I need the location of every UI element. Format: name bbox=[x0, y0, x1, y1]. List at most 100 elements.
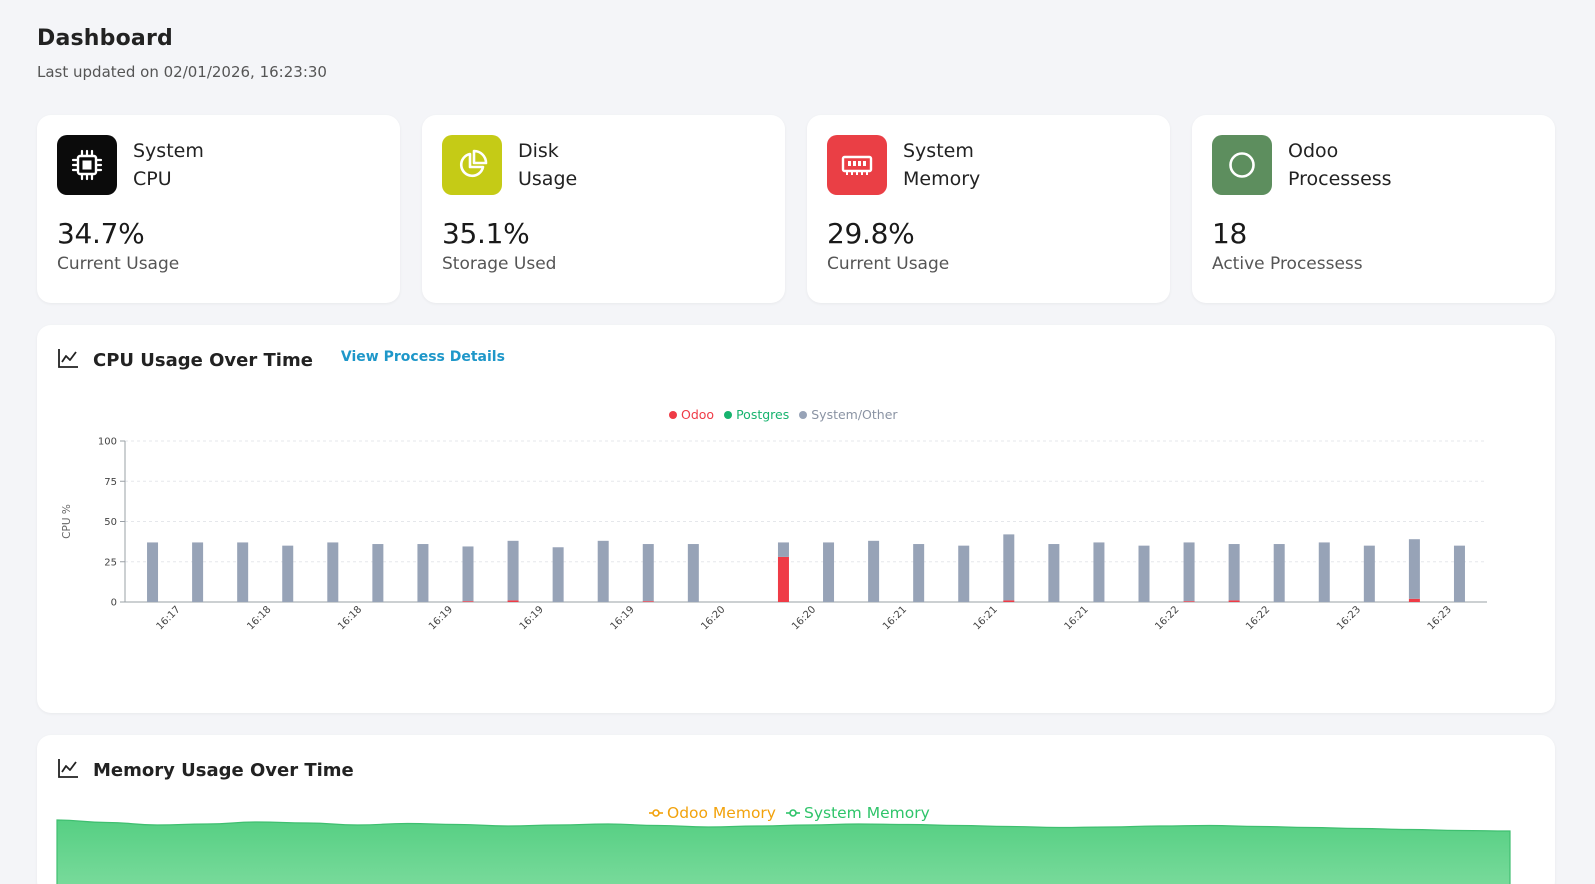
x-tick-label: 16:21 bbox=[972, 604, 1000, 632]
cpu-bar-system-other[interactable] bbox=[1453, 545, 1465, 602]
card-title-line1: System bbox=[903, 140, 974, 162]
y-tick-label: 75 bbox=[104, 477, 117, 488]
cpu-bar-system-other[interactable] bbox=[1408, 539, 1420, 599]
cpu-bar-system-other[interactable] bbox=[913, 544, 925, 602]
x-tick-label: 16:19 bbox=[609, 604, 637, 632]
cpu-bar-system-other[interactable] bbox=[1003, 534, 1015, 601]
cpu-bar-system-other[interactable] bbox=[823, 542, 835, 602]
x-tick-label: 16:18 bbox=[336, 604, 364, 632]
legend-item-system-memory[interactable]: System Memory bbox=[785, 804, 930, 822]
card-subtitle: Current Usage bbox=[827, 254, 950, 274]
cpu-bar-system-other[interactable] bbox=[1048, 544, 1060, 602]
card-title-line1: Disk bbox=[518, 140, 559, 162]
card-title: System Memory bbox=[903, 137, 980, 193]
last-updated-text: Last updated on 02/01/2026, 16:23:30 bbox=[37, 63, 327, 81]
y-tick-label: 0 bbox=[111, 598, 117, 609]
x-tick-label: 16:21 bbox=[1063, 604, 1091, 632]
cpu-bar-system-other[interactable] bbox=[777, 542, 789, 557]
legend-item-postgres[interactable]: Postgres bbox=[724, 407, 789, 422]
cpu-bar-system-other[interactable] bbox=[1363, 545, 1375, 602]
cpu-bar-odoo[interactable] bbox=[1183, 601, 1195, 602]
cpu-bar-system-other[interactable] bbox=[1273, 544, 1285, 602]
cpu-bar-system-other[interactable] bbox=[1138, 545, 1150, 602]
x-tick-label: 16:22 bbox=[1153, 604, 1181, 632]
cpu-bar-system-other[interactable] bbox=[417, 544, 429, 602]
card-title-line2: CPU bbox=[133, 168, 172, 190]
card-title-line2: Memory bbox=[903, 168, 981, 190]
cpu-bar-system-other[interactable] bbox=[237, 542, 249, 602]
x-tick-label: 16:23 bbox=[1335, 604, 1363, 632]
card-subtitle: Storage Used bbox=[442, 254, 557, 274]
card-title: System CPU bbox=[133, 137, 204, 193]
card-title-line2: Usage bbox=[518, 168, 578, 190]
x-tick-label: 16:21 bbox=[881, 604, 909, 632]
memory-area-chart bbox=[56, 819, 1511, 884]
legend-line-marker-icon bbox=[649, 809, 663, 817]
legend-label: System/Other bbox=[811, 407, 898, 422]
pie-chart-icon bbox=[442, 135, 502, 195]
cpu-bar-system-other[interactable] bbox=[372, 544, 384, 602]
cpu-bar-odoo[interactable] bbox=[777, 556, 789, 602]
legend-label: Postgres bbox=[736, 407, 790, 422]
cpu-chip-icon bbox=[57, 135, 117, 195]
cpu-bar-system-other[interactable] bbox=[1183, 542, 1195, 602]
card-title-line1: Odoo bbox=[1288, 140, 1339, 162]
cpu-bar-system-other[interactable] bbox=[687, 544, 699, 602]
card-subtitle: Active Processess bbox=[1212, 254, 1363, 274]
cpu-bar-system-other[interactable] bbox=[192, 542, 204, 602]
y-axis-label: CPU % bbox=[61, 504, 73, 539]
memory-panel-title: Memory Usage Over Time bbox=[93, 759, 354, 781]
legend-dot-icon bbox=[799, 410, 808, 419]
page-title: Dashboard bbox=[37, 26, 173, 51]
disk-usage-card: Disk Usage 35.1% Storage Used bbox=[422, 115, 785, 303]
card-title: Disk Usage bbox=[518, 137, 577, 193]
legend-line-marker-icon bbox=[785, 809, 800, 817]
legend-dot-icon bbox=[724, 410, 733, 419]
card-value: 35.1% bbox=[442, 217, 530, 250]
cpu-bar-system-other[interactable] bbox=[958, 545, 970, 602]
x-tick-label: 16:19 bbox=[427, 604, 455, 632]
legend-label: System Memory bbox=[803, 804, 930, 822]
cpu-bar-system-other[interactable] bbox=[507, 540, 519, 601]
card-title-line1: System bbox=[133, 140, 204, 162]
card-subtitle: Current Usage bbox=[57, 254, 180, 274]
x-tick-label: 16:19 bbox=[518, 604, 546, 632]
cpu-bar-system-other[interactable] bbox=[327, 542, 339, 602]
cpu-bar-odoo[interactable] bbox=[462, 601, 474, 602]
cpu-bar-system-other[interactable] bbox=[552, 547, 564, 602]
cpu-bar-system-other[interactable] bbox=[642, 544, 654, 602]
cpu-bar-system-other[interactable] bbox=[462, 546, 474, 602]
legend-item-system-other[interactable]: System/Other bbox=[799, 407, 898, 422]
memory-chart-legend[interactable]: Odoo Memory System Memory bbox=[649, 804, 930, 822]
card-title: Odoo Processess bbox=[1288, 137, 1392, 193]
odoo-circle-icon bbox=[1212, 135, 1272, 195]
cpu-bar-odoo[interactable] bbox=[642, 601, 654, 602]
page-header: Dashboard Last updated on 02/01/2026, 16… bbox=[37, 26, 327, 81]
legend-item-odoo-memory[interactable]: Odoo Memory bbox=[649, 804, 776, 822]
y-tick-label: 100 bbox=[98, 437, 117, 448]
cpu-bar-system-other[interactable] bbox=[1093, 542, 1105, 602]
legend-item-odoo[interactable]: Odoo bbox=[669, 407, 714, 422]
line-chart-icon bbox=[57, 757, 79, 783]
system-memory-area[interactable] bbox=[56, 819, 1511, 884]
cpu-bar-odoo[interactable] bbox=[507, 600, 519, 602]
cpu-bar-system-other[interactable] bbox=[147, 542, 159, 602]
cpu-bar-odoo[interactable] bbox=[1408, 598, 1420, 602]
cpu-bar-system-other[interactable] bbox=[1228, 544, 1240, 601]
memory-usage-panel: Memory Usage Over Time Odoo Memory Syste… bbox=[37, 735, 1555, 884]
card-title-line2: Processess bbox=[1288, 168, 1392, 190]
legend-label: Odoo bbox=[681, 407, 715, 422]
cpu-usage-panel: CPU Usage Over Time View Process Details… bbox=[37, 325, 1555, 713]
cpu-bar-system-other[interactable] bbox=[597, 540, 609, 602]
x-tick-label: 16:23 bbox=[1426, 604, 1454, 632]
cpu-bar-system-other[interactable] bbox=[282, 545, 294, 602]
cpu-chart-legend[interactable]: Odoo Postgres System/Other bbox=[669, 407, 898, 422]
cpu-bar-odoo[interactable] bbox=[1228, 600, 1240, 602]
cpu-bar-odoo[interactable] bbox=[1003, 600, 1015, 602]
x-tick-label: 16:18 bbox=[245, 604, 273, 632]
cpu-bar-system-other[interactable] bbox=[1318, 542, 1330, 602]
card-value: 18 bbox=[1212, 217, 1248, 250]
cpu-bar-system-other[interactable] bbox=[868, 540, 880, 602]
view-process-details-link[interactable]: View Process Details bbox=[340, 349, 505, 365]
x-tick-label: 16:22 bbox=[1244, 604, 1272, 632]
